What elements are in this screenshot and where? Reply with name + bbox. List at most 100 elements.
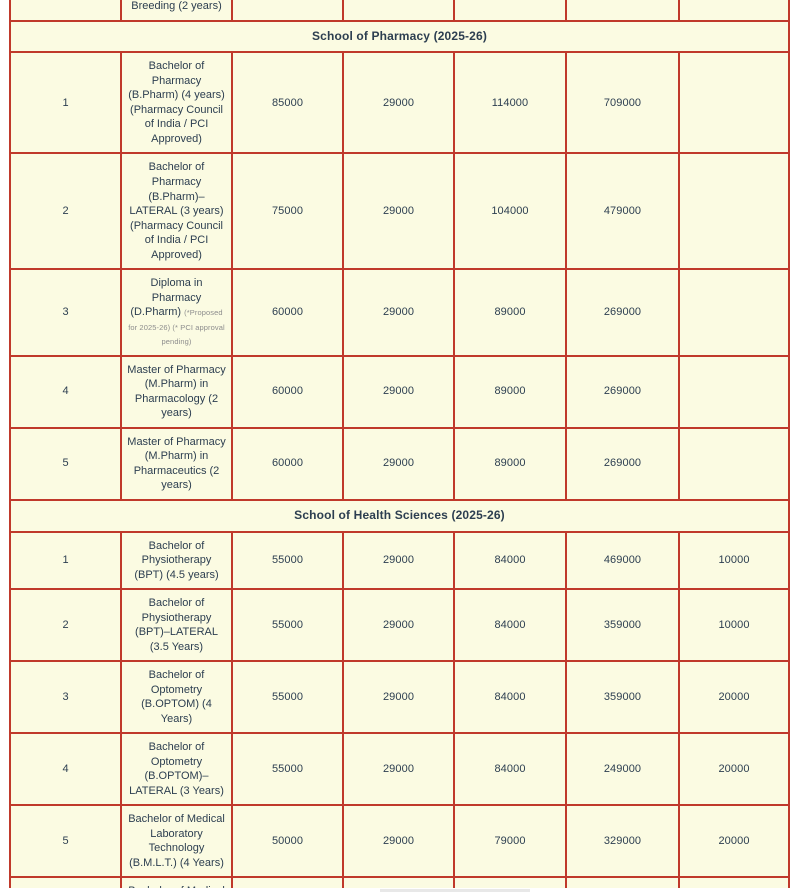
cell-total-fee: 84000 (453, 530, 567, 591)
cell-serial-number: 3 (9, 268, 122, 357)
table-scroll-container[interactable]: 6 M.Sc. Agriculture in Genetics and Plant… (9, 0, 790, 892)
cell-program-name: Master of Pharmacy (M.Pharm) in Pharmaco… (120, 354, 233, 429)
cell-total-course-fee: 269000 (565, 354, 680, 429)
cell-serial-number: 2 (9, 152, 122, 271)
cell-tuition-fee: 75000 (231, 152, 344, 271)
table-body: 6 M.Sc. Agriculture in Genetics and Plant… (9, 0, 790, 892)
cell-extra-fee (678, 354, 790, 429)
cell-total-course-fee: 709000 (565, 51, 680, 155)
cell-extra-fee (678, 426, 790, 501)
section-header-row: School of Pharmacy (2025-26) (9, 19, 790, 54)
table-row: 4 Master of Pharmacy (M.Pharm) in Pharmac… (9, 354, 790, 429)
program-name-text: Master of Pharmacy (M.Pharm) in Pharmaco… (127, 363, 226, 420)
cell-serial-number: 6 (9, 0, 122, 22)
cell-total-fee: 89000 (453, 354, 567, 429)
table-row: 2 Bachelor of Pharmacy (B.Pharm)–LATERAL … (9, 152, 790, 271)
cell-program-name: Bachelor of Pharmacy (B.Pharm)–LATERAL (… (120, 152, 233, 271)
cell-tuition-fee: 60000 (231, 426, 344, 501)
cell-total-fee: 79000 (453, 804, 567, 879)
program-name-text: Bachelor of Pharmacy (B.Pharm) (4 years)… (128, 60, 225, 145)
cell-serial-number: 1 (9, 530, 122, 591)
cell-extra-fee: 20000 (678, 732, 790, 807)
cell-other-fee: 29000 (342, 732, 455, 807)
cell-program-name: Bachelor of Physiotherapy (BPT) (4.5 yea… (120, 530, 233, 591)
cell-extra-fee: 10000 (678, 588, 790, 663)
table-row: 5 Bachelor of Medical Laboratory Technolo… (9, 804, 790, 879)
cell-total-fee: 89000 (453, 268, 567, 357)
table-row: 3 Diploma in Pharmacy (D.Pharm) (*Propose… (9, 268, 790, 357)
program-name-text: Bachelor of Medical Laboratory Technolog… (128, 813, 225, 869)
cell-extra-fee (678, 0, 790, 22)
cell-tuition-fee: 65000 (231, 0, 344, 22)
cell-total-fee: 104000 (453, 152, 567, 271)
cell-other-fee: 29000 (342, 804, 455, 879)
cell-total-course-fee: 289000 (565, 0, 680, 22)
table-row: 2 Bachelor of Physiotherapy (BPT)–LATERAL… (9, 588, 790, 663)
cell-program-name: Bachelor of Pharmacy (B.Pharm) (4 years)… (120, 51, 233, 155)
horizontal-scrollbar[interactable] (380, 889, 530, 892)
cell-tuition-fee: 55000 (231, 732, 344, 807)
cell-serial-number: 5 (9, 426, 122, 501)
cell-tuition-fee: 55000 (231, 588, 344, 663)
table-row: 5 Master of Pharmacy (M.Pharm) in Pharmac… (9, 426, 790, 501)
section-title: School of Health Sciences (2025-26) (9, 498, 790, 533)
program-name-text: Bachelor of Physiotherapy (BPT)–LATERAL … (135, 597, 218, 653)
cell-other-fee: 29000 (342, 0, 455, 22)
cell-serial-number: 2 (9, 588, 122, 663)
cell-program-name: Bachelor of Physiotherapy (BPT)–LATERAL … (120, 588, 233, 663)
cell-program-name: Bachelor of Medical Laboratory Technolog… (120, 804, 233, 879)
cell-tuition-fee: 60000 (231, 268, 344, 357)
cell-extra-fee (678, 268, 790, 357)
cell-other-fee: 29000 (342, 268, 455, 357)
program-name-text: Bachelor of Optometry (B.OPTOM)–LATERAL … (129, 741, 224, 797)
cell-program-name: Master of Pharmacy (M.Pharm) in Pharmace… (120, 426, 233, 501)
table-row: 6 M.Sc. Agriculture in Genetics and Plant… (9, 0, 790, 22)
program-name-text: M.Sc. Agriculture in Genetics and Plant … (131, 0, 222, 13)
cell-program-name: Diploma in Pharmacy (D.Pharm) (*Proposed… (120, 268, 233, 357)
table-row: 3 Bachelor of Optometry (B.OPTOM) (4 Year… (9, 660, 790, 735)
cell-total-course-fee: 479000 (565, 152, 680, 271)
cell-other-fee: 29000 (342, 152, 455, 271)
cell-serial-number: 1 (9, 51, 122, 155)
cell-extra-fee (678, 152, 790, 271)
cell-serial-number: 5 (9, 804, 122, 879)
cell-tuition-fee: 55000 (231, 660, 344, 735)
cell-program-name: M.Sc. Agriculture in Genetics and Plant … (120, 0, 233, 22)
cell-serial-number: 4 (9, 732, 122, 807)
cell-tuition-fee: 55000 (231, 530, 344, 591)
cell-other-fee: 29000 (342, 530, 455, 591)
cell-total-fee: 94000 (453, 0, 567, 22)
cell-total-course-fee: 249000 (565, 732, 680, 807)
cell-serial-number: 4 (9, 354, 122, 429)
cell-extra-fee: 10000 (678, 530, 790, 591)
cell-other-fee: 29000 (342, 660, 455, 735)
cell-program-name: Bachelor of Optometry (B.OPTOM)–LATERAL … (120, 732, 233, 807)
cell-total-course-fee: 269000 (565, 426, 680, 501)
program-name-text: Master of Pharmacy (M.Pharm) in Pharmace… (127, 435, 226, 492)
program-name-text: Bachelor of Pharmacy (B.Pharm)–LATERAL (… (129, 161, 224, 261)
section-header-row: School of Health Sciences (2025-26) (9, 498, 790, 533)
table-row: 1 Bachelor of Pharmacy (B.Pharm) (4 years… (9, 51, 790, 155)
cell-total-course-fee: 329000 (565, 804, 680, 879)
cell-extra-fee (678, 51, 790, 155)
cell-tuition-fee: 85000 (231, 51, 344, 155)
cell-total-fee: 84000 (453, 732, 567, 807)
program-name-text: Bachelor of Physiotherapy (BPT) (4.5 yea… (134, 539, 219, 581)
cell-other-fee: 29000 (342, 354, 455, 429)
cell-total-course-fee: 269000 (565, 268, 680, 357)
table-row: 4 Bachelor of Optometry (B.OPTOM)–LATERAL… (9, 732, 790, 807)
table-row: 1 Bachelor of Physiotherapy (BPT) (4.5 ye… (9, 530, 790, 591)
cell-tuition-fee: 50000 (231, 804, 344, 879)
fee-structure-table: 6 M.Sc. Agriculture in Genetics and Plant… (9, 0, 790, 892)
cell-other-fee: 29000 (342, 588, 455, 663)
program-name-text: Diploma in Pharmacy (D.Pharm) (130, 277, 203, 319)
cell-extra-fee: 20000 (678, 804, 790, 879)
cell-other-fee: 29000 (342, 426, 455, 501)
cell-program-name: Bachelor of Optometry (B.OPTOM) (4 Years… (120, 660, 233, 735)
cell-total-course-fee: 469000 (565, 530, 680, 591)
section-title: School of Pharmacy (2025-26) (9, 19, 790, 54)
cell-total-fee: 84000 (453, 660, 567, 735)
program-approval-note: (*Proposed for 2025-26) (* PCI approval … (128, 308, 225, 347)
cell-total-course-fee: 359000 (565, 588, 680, 663)
